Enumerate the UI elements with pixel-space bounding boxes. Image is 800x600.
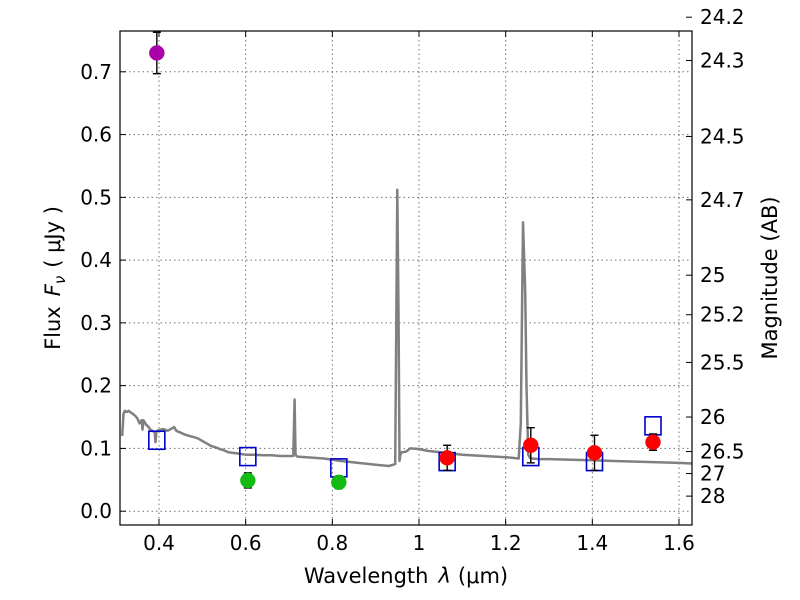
grid-layer bbox=[120, 31, 692, 525]
y-axis-title-unit: ( μJy ) bbox=[41, 206, 65, 268]
observed-flux-point bbox=[523, 437, 539, 454]
y2-tick-label: 27 bbox=[700, 462, 725, 486]
y-tick-label: 0.1 bbox=[80, 436, 112, 460]
y2-tick-label: 24.5 bbox=[700, 124, 745, 148]
x-tick-label: 0.8 bbox=[316, 531, 348, 555]
observed-flux-point bbox=[331, 474, 347, 491]
x-tick-label: 1 bbox=[413, 531, 426, 555]
y-tick-label: 0.4 bbox=[80, 248, 112, 272]
x-axis-title-unit: (μm) bbox=[458, 564, 508, 588]
y-tick-label: 0.7 bbox=[80, 60, 112, 84]
x-axis-title-symbol: λ bbox=[437, 564, 450, 588]
y2-tick-label: 24.7 bbox=[700, 188, 745, 212]
x-tick-label: 1.2 bbox=[490, 531, 522, 555]
model-photometry-square bbox=[148, 430, 166, 451]
y-tick-label: 0.5 bbox=[80, 185, 112, 209]
y2-axis-title: Magnitude (AB) bbox=[758, 196, 782, 359]
y-axis-title-main: Flux bbox=[41, 306, 65, 350]
plot-frame bbox=[119, 30, 693, 526]
y2-tick-label: 24.2 bbox=[700, 5, 745, 29]
y-axis-title: Flux Fν ( μJy ) bbox=[41, 206, 69, 350]
x-axis-title-main: Wavelength bbox=[304, 564, 429, 588]
x-tick-label: 1.6 bbox=[663, 531, 695, 555]
tick-layer: 0.4 0.6 0.8 1 1.2 1.4 1.6 0.0 0.1 0.2 0.3 0.4 0.5 0.6… bbox=[80, 5, 744, 555]
y2-tick-label: 25 bbox=[700, 263, 725, 287]
series-layer bbox=[120, 31, 692, 491]
observed-flux-point bbox=[240, 472, 256, 489]
observed-flux-point bbox=[439, 450, 455, 466]
y-tick-label: 0.0 bbox=[80, 499, 112, 523]
x-tick-label: 1.4 bbox=[576, 531, 608, 555]
y2-tick-label: 25.2 bbox=[700, 303, 745, 327]
y-tick-label: 0.2 bbox=[80, 374, 112, 398]
x-tick-label: 0.6 bbox=[230, 531, 262, 555]
y-tick-label: 0.3 bbox=[80, 311, 112, 335]
x-axis-title: Wavelength λ (μm) bbox=[304, 564, 508, 588]
y2-tick-label: 28 bbox=[700, 484, 725, 508]
model-photometry-square bbox=[644, 416, 662, 436]
y2-tick-label: 26 bbox=[700, 405, 725, 429]
y2-tick-label: 26.5 bbox=[700, 440, 745, 464]
y-tick-label: 0.6 bbox=[80, 123, 112, 147]
y-axis-title-subscript: ν bbox=[51, 276, 69, 284]
y-axis-title-symbol: F bbox=[41, 283, 65, 296]
y2-tick-label: 25.5 bbox=[700, 350, 745, 374]
model-photometry-square bbox=[239, 446, 257, 467]
spectrum-line bbox=[120, 188, 692, 468]
x-tick-label: 0.4 bbox=[143, 531, 175, 555]
observed-flux-point bbox=[586, 445, 603, 461]
observed-flux-point bbox=[645, 434, 661, 450]
y2-tick-label: 24.3 bbox=[700, 49, 745, 73]
observed-flux-point bbox=[149, 45, 165, 61]
